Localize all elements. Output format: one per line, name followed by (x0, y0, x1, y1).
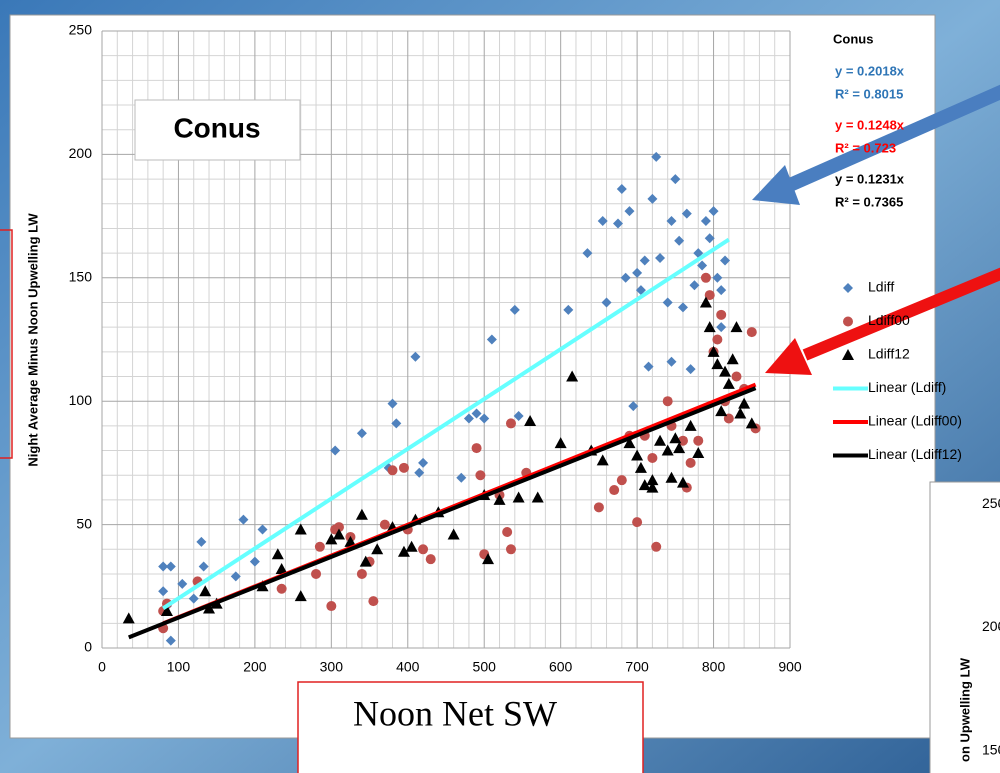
point (731, 372, 741, 382)
point (380, 520, 390, 530)
point (651, 542, 661, 552)
point (475, 470, 485, 480)
y-tick-label: 100 (69, 392, 93, 408)
x-axis-label: Noon Net SW (353, 693, 557, 733)
y-tick-label: 150 (69, 269, 93, 285)
x-tick-label: 0 (98, 659, 106, 675)
x-tick-label: 600 (549, 659, 573, 675)
x-tick-label: 100 (167, 659, 191, 675)
chart-title: Conus (173, 112, 260, 143)
chart: 0 100 200 300 400 500 600 700 800 900 0 50 100 150 200… (0, 0, 1000, 773)
trend-equation: y = 0.1248x (835, 117, 905, 132)
point (647, 453, 657, 463)
point (399, 463, 409, 473)
x-tick-label: 700 (625, 659, 649, 675)
y-tick-label: 50 (76, 515, 92, 531)
point (712, 335, 722, 345)
point (472, 443, 482, 453)
point (594, 502, 604, 512)
x-tick-label: 800 (702, 659, 726, 675)
inset-y-tick-label: 150 (982, 742, 1000, 758)
point (716, 310, 726, 320)
point (693, 436, 703, 446)
point (418, 544, 428, 554)
legend-text: Ldiff00 (868, 312, 910, 328)
point (663, 396, 673, 406)
point (617, 475, 627, 485)
point (506, 418, 516, 428)
legend-text: Linear (Ldiff) (868, 379, 946, 395)
legend-text: Ldiff (868, 279, 894, 295)
legend-text: Ldiff12 (868, 346, 910, 362)
trend-r2: R² = 0.723 (835, 140, 896, 155)
x-tick-label: 300 (320, 659, 344, 675)
y-axis-label: Night Average Minus Noon Upwelling LW (25, 213, 40, 467)
x-tick-label: 400 (396, 659, 420, 675)
point (315, 542, 325, 552)
x-tick-label: 900 (778, 659, 802, 675)
point (609, 485, 619, 495)
legend-text: Linear (Ldiff00) (868, 413, 962, 429)
inset-y-label: on Upwelling LW (957, 657, 972, 762)
point (357, 569, 367, 579)
x-tick-label: 200 (243, 659, 267, 675)
y-tick-label: 250 (69, 22, 93, 38)
trend-equation: y = 0.1231x (835, 171, 905, 186)
point (368, 596, 378, 606)
point (387, 465, 397, 475)
point (686, 458, 696, 468)
y-tick-label: 0 (84, 639, 92, 655)
point (632, 517, 642, 527)
point (426, 554, 436, 564)
trend-equation: y = 0.2018x (835, 63, 905, 78)
trend-r2: R² = 0.8015 (835, 86, 903, 101)
legend-title: Conus (833, 31, 873, 46)
legend-text: Linear (Ldiff12) (868, 446, 962, 462)
point (311, 569, 321, 579)
y-tick-label: 200 (69, 145, 93, 161)
point (506, 544, 516, 554)
x-tick-label: 500 (473, 659, 497, 675)
point (502, 527, 512, 537)
point (277, 584, 287, 594)
trend-r2: R² = 0.7365 (835, 194, 903, 209)
point (747, 327, 757, 337)
inset-y-tick-label: 250 (982, 495, 1000, 511)
point (326, 601, 336, 611)
page: {"chart_data": [ {"type": "scatter", "ti… (0, 0, 1000, 773)
inset-y-tick-label: 200 (982, 618, 1000, 634)
point (843, 317, 853, 327)
point (701, 273, 711, 283)
